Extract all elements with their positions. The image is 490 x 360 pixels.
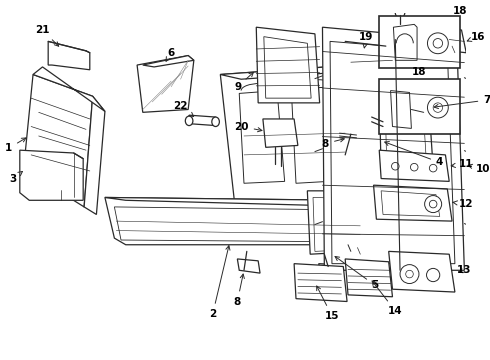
Polygon shape	[84, 96, 105, 215]
Text: 9: 9	[234, 72, 253, 92]
Text: 3: 3	[10, 171, 23, 184]
Text: 13: 13	[457, 265, 471, 275]
Text: 18: 18	[452, 6, 467, 16]
Circle shape	[429, 200, 437, 208]
Polygon shape	[263, 119, 298, 147]
Circle shape	[395, 8, 405, 18]
Polygon shape	[445, 27, 466, 53]
Polygon shape	[469, 98, 488, 140]
Ellipse shape	[212, 117, 220, 126]
Polygon shape	[345, 259, 392, 297]
Text: 16: 16	[467, 32, 486, 42]
Circle shape	[411, 163, 418, 171]
Polygon shape	[189, 115, 216, 126]
Circle shape	[433, 39, 442, 48]
Text: 20: 20	[234, 122, 262, 132]
Text: 1: 1	[5, 138, 26, 153]
Text: 7: 7	[434, 95, 490, 109]
Circle shape	[429, 165, 437, 172]
Text: 5: 5	[335, 256, 379, 291]
Text: 8: 8	[234, 274, 245, 306]
Polygon shape	[105, 197, 373, 207]
Text: 21: 21	[35, 25, 59, 46]
Polygon shape	[379, 150, 449, 181]
Polygon shape	[105, 197, 373, 245]
Polygon shape	[220, 65, 373, 79]
Bar	[379, 79, 460, 134]
Circle shape	[474, 122, 483, 131]
Circle shape	[426, 269, 440, 282]
Text: 8: 8	[322, 138, 344, 149]
Bar	[379, 16, 460, 68]
Text: 18: 18	[412, 67, 426, 77]
Polygon shape	[264, 37, 311, 98]
Polygon shape	[391, 91, 412, 129]
Polygon shape	[20, 150, 83, 200]
Polygon shape	[256, 27, 319, 103]
Circle shape	[400, 265, 419, 284]
Polygon shape	[143, 55, 194, 67]
Polygon shape	[239, 91, 285, 183]
Text: 6: 6	[166, 48, 175, 61]
Polygon shape	[220, 65, 373, 207]
Circle shape	[427, 97, 448, 118]
Circle shape	[392, 162, 399, 170]
Text: 10: 10	[468, 164, 490, 174]
Polygon shape	[330, 41, 455, 264]
Text: 19: 19	[359, 32, 373, 48]
Polygon shape	[373, 185, 452, 221]
Circle shape	[406, 270, 413, 278]
Circle shape	[427, 33, 448, 54]
Polygon shape	[313, 197, 355, 251]
Text: 17: 17	[0, 359, 1, 360]
Polygon shape	[33, 67, 105, 111]
Polygon shape	[137, 55, 194, 112]
Polygon shape	[322, 27, 465, 270]
Circle shape	[433, 103, 442, 112]
Text: 22: 22	[172, 101, 194, 117]
Polygon shape	[389, 251, 455, 292]
Text: 15: 15	[317, 286, 339, 321]
Polygon shape	[114, 207, 358, 242]
Text: 2: 2	[209, 246, 230, 319]
Ellipse shape	[185, 116, 193, 126]
Polygon shape	[237, 259, 260, 273]
Polygon shape	[294, 264, 347, 302]
Polygon shape	[318, 264, 341, 275]
Polygon shape	[393, 24, 417, 60]
Polygon shape	[307, 191, 362, 254]
Text: 14: 14	[372, 281, 403, 316]
Text: 12: 12	[453, 199, 473, 209]
Text: 11: 11	[451, 159, 473, 169]
Polygon shape	[379, 91, 433, 169]
Polygon shape	[48, 41, 90, 70]
Circle shape	[425, 195, 441, 213]
Polygon shape	[291, 87, 345, 183]
Text: 4: 4	[385, 141, 443, 167]
Text: 23: 23	[0, 359, 1, 360]
Polygon shape	[385, 98, 426, 165]
Polygon shape	[24, 75, 93, 207]
Polygon shape	[345, 41, 392, 65]
Polygon shape	[381, 191, 440, 216]
